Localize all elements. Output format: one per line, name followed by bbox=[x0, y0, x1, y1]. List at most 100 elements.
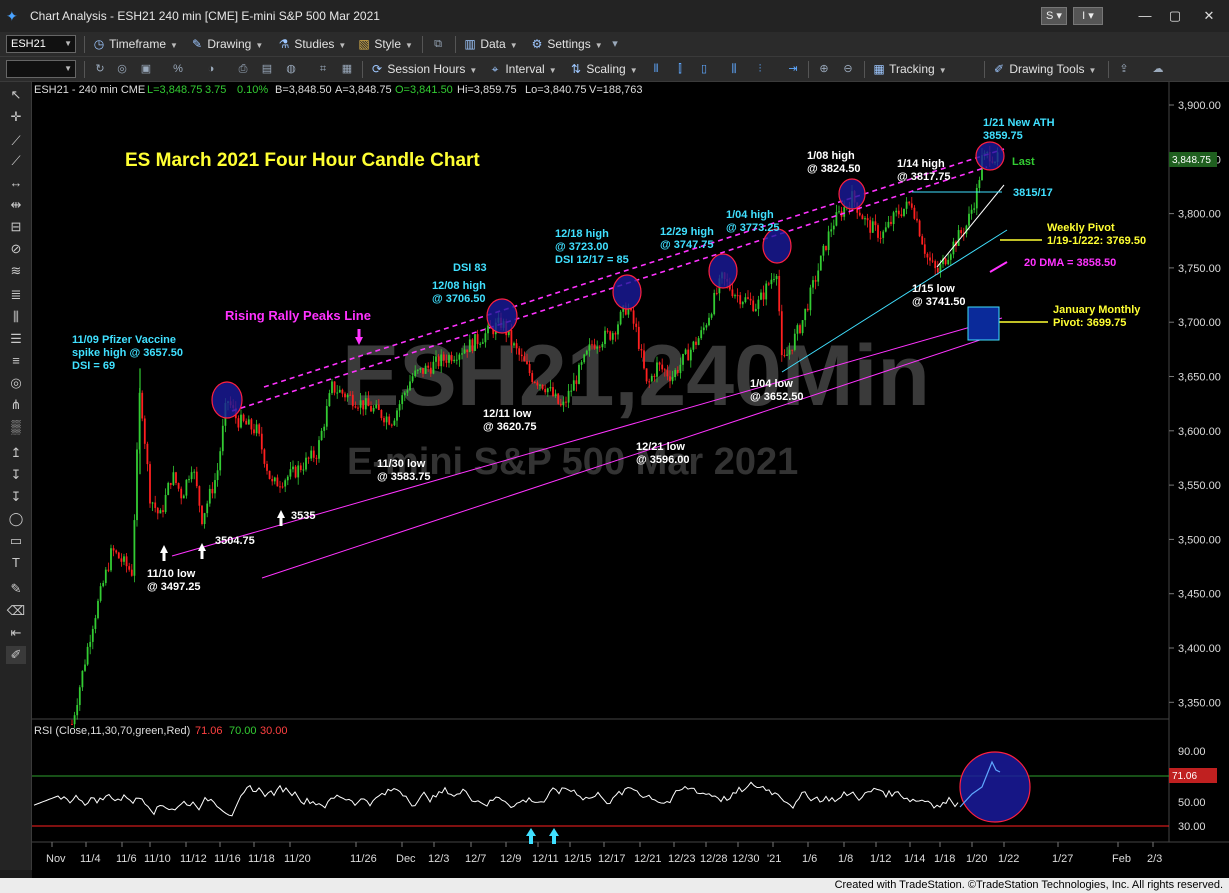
fibonacci-icon[interactable]: ≋ bbox=[10, 263, 22, 278]
drawing-tools-label: Drawing Tools bbox=[1009, 62, 1085, 76]
s-link-button[interactable]: S ▾ bbox=[1041, 7, 1067, 25]
maximize-button[interactable]: ▢ bbox=[1168, 8, 1182, 23]
percent-icon[interactable]: % bbox=[173, 63, 183, 75]
workspace-input[interactable]: ▼ bbox=[6, 60, 76, 78]
andrews-pitchfork-icon[interactable]: ⋔ bbox=[10, 397, 22, 412]
bar-expand-icon[interactable]: ⫶ bbox=[758, 63, 762, 75]
rsi-overbought: 70.00 bbox=[229, 725, 257, 737]
candle-body bbox=[939, 264, 942, 273]
candle-body bbox=[125, 556, 128, 567]
grid-icon[interactable]: ⌗ bbox=[319, 63, 327, 75]
studies-menu[interactable]: ⚗ Studies ▼ bbox=[277, 36, 347, 53]
candle-body bbox=[947, 259, 950, 265]
zoom-in-icon[interactable]: ⊕ bbox=[819, 63, 829, 75]
tracking-menu[interactable]: ▦ Tracking ▼ bbox=[872, 61, 946, 78]
candle-body bbox=[757, 299, 760, 309]
arrow-up-icon[interactable]: ↥ bbox=[10, 445, 22, 460]
time-tick-label: 1/6 bbox=[802, 853, 817, 865]
layout-icon[interactable]: ⧉ bbox=[434, 38, 442, 50]
close-button[interactable]: ✕ bbox=[1203, 8, 1215, 23]
low-0104-label-1: 1/04 low bbox=[750, 378, 793, 390]
candle-body bbox=[817, 270, 820, 282]
rectangle-icon[interactable]: ▭ bbox=[9, 533, 23, 548]
eraser-icon[interactable]: ⌫ bbox=[6, 603, 26, 618]
chat-icon[interactable]: ☁ bbox=[1152, 63, 1164, 75]
cycle-lines-icon[interactable]: ⊘ bbox=[10, 241, 22, 256]
candle-body bbox=[250, 419, 253, 430]
candle-body bbox=[240, 414, 242, 428]
candle-body bbox=[458, 354, 461, 360]
refresh-icon[interactable]: ↻ bbox=[95, 63, 105, 75]
scaling-menu[interactable]: ⇅ Scaling ▼ bbox=[569, 61, 638, 78]
timeframe-menu[interactable]: ◷ Timeframe ▼ bbox=[92, 36, 178, 53]
trendline-icon[interactable]: ⟋ bbox=[11, 133, 21, 148]
crosshair-icon[interactable]: ✛ bbox=[10, 109, 22, 124]
alert-icon[interactable]: ◍ bbox=[286, 63, 296, 75]
header-bid: B=3,848.50 bbox=[275, 84, 332, 96]
candle-body bbox=[344, 393, 346, 398]
fib-extension-icon[interactable]: ≣ bbox=[10, 287, 22, 302]
minimize-button[interactable]: — bbox=[1138, 8, 1152, 23]
candle-body bbox=[117, 552, 120, 559]
more-options-icon[interactable]: ▾ bbox=[612, 38, 618, 50]
pointer-icon[interactable]: ↖ bbox=[10, 87, 22, 102]
candle-body bbox=[741, 302, 744, 305]
ray-icon[interactable]: ⟋ bbox=[11, 153, 21, 168]
candle-style-icon[interactable]: ⫿ bbox=[678, 63, 682, 75]
low-1211-label-2: @ 3620.75 bbox=[483, 421, 537, 433]
zoom-out-icon[interactable]: ⊖ bbox=[843, 63, 853, 75]
i-link-button[interactable]: I ▾ bbox=[1073, 7, 1103, 25]
arrow-icon[interactable]: ↧ bbox=[10, 489, 22, 504]
drawing-tools-menu[interactable]: ✐ Drawing Tools ▼ bbox=[992, 61, 1096, 78]
pen-icon[interactable]: ✎ bbox=[10, 581, 22, 596]
screenshot-icon[interactable]: ⎙ bbox=[238, 63, 248, 75]
candle-body bbox=[279, 486, 281, 488]
time-tick-label: Nov bbox=[46, 853, 66, 865]
candle-body bbox=[302, 469, 305, 471]
settings-menu[interactable]: ⚙ Settings ▼ bbox=[530, 36, 603, 53]
vertical-line-icon[interactable]: ⇹ bbox=[10, 197, 22, 212]
candle-body bbox=[346, 394, 349, 398]
candle-body bbox=[221, 425, 224, 452]
style-menu[interactable]: ▧ Style ▼ bbox=[357, 36, 413, 53]
window-icon[interactable]: ▣ bbox=[140, 63, 152, 75]
arrow-down-icon[interactable]: ↧ bbox=[10, 467, 22, 482]
gann-fan-icon[interactable]: ☰ bbox=[10, 331, 22, 346]
text-icon[interactable]: T bbox=[12, 555, 20, 570]
hollow-candle-icon[interactable]: ▯ bbox=[700, 63, 708, 75]
bar-shrink-icon[interactable]: ⫼ bbox=[731, 63, 737, 75]
channel-icon[interactable]: ⊟ bbox=[10, 219, 22, 234]
candle-body bbox=[110, 548, 112, 571]
candle-body bbox=[299, 465, 302, 470]
cycle-icon[interactable]: ◑ bbox=[207, 63, 215, 75]
chart-area[interactable]: ESH21,240Min E-mini S&P 500 Mar 2021 ESH… bbox=[32, 82, 1229, 878]
drawing-menu[interactable]: ✎ Drawing ▼ bbox=[190, 36, 263, 53]
arrow-up-icon bbox=[198, 543, 206, 559]
zoom-reset-icon[interactable]: ◎ bbox=[117, 63, 127, 75]
symbol-input[interactable]: ESH21 ▼ bbox=[6, 35, 76, 53]
interval-menu[interactable]: ⌖ Interval ▼ bbox=[488, 61, 557, 78]
drawing-settings-icon[interactable]: ✐ bbox=[6, 646, 26, 664]
ellipse-icon[interactable]: ◯ bbox=[8, 511, 24, 526]
regression-icon[interactable]: ▒ bbox=[11, 419, 21, 434]
candle-body bbox=[86, 646, 89, 665]
horizontal-line-icon[interactable]: ↔ bbox=[9, 175, 23, 190]
candle-body bbox=[864, 218, 866, 220]
interval-icon: ⌖ bbox=[491, 62, 499, 76]
remove-drawings-icon[interactable]: ⇤ bbox=[10, 625, 22, 640]
data-menu[interactable]: ▥ Data ▼ bbox=[463, 36, 517, 53]
bar-style-icon[interactable]: ⫴ bbox=[653, 63, 659, 75]
arcs-icon[interactable]: ◎ bbox=[10, 375, 22, 390]
candle-body bbox=[923, 244, 926, 254]
data-window-icon[interactable]: ▦ bbox=[341, 63, 353, 75]
candle-body bbox=[949, 254, 952, 260]
speed-lines-icon[interactable]: ≡ bbox=[12, 353, 20, 368]
save-icon[interactable]: ▤ bbox=[261, 63, 273, 75]
scroll-right-icon[interactable]: ⇥ bbox=[788, 63, 798, 75]
low-1130-label-1: 11/30 low bbox=[377, 458, 426, 470]
fib-time-icon[interactable]: ⫼ bbox=[13, 309, 19, 324]
export-icon[interactable]: ⇪ bbox=[1119, 63, 1129, 75]
session-hours-menu[interactable]: ⟳ Session Hours ▼ bbox=[370, 61, 477, 78]
candle-body bbox=[411, 376, 414, 382]
peak-marker-0121 bbox=[975, 141, 1005, 171]
